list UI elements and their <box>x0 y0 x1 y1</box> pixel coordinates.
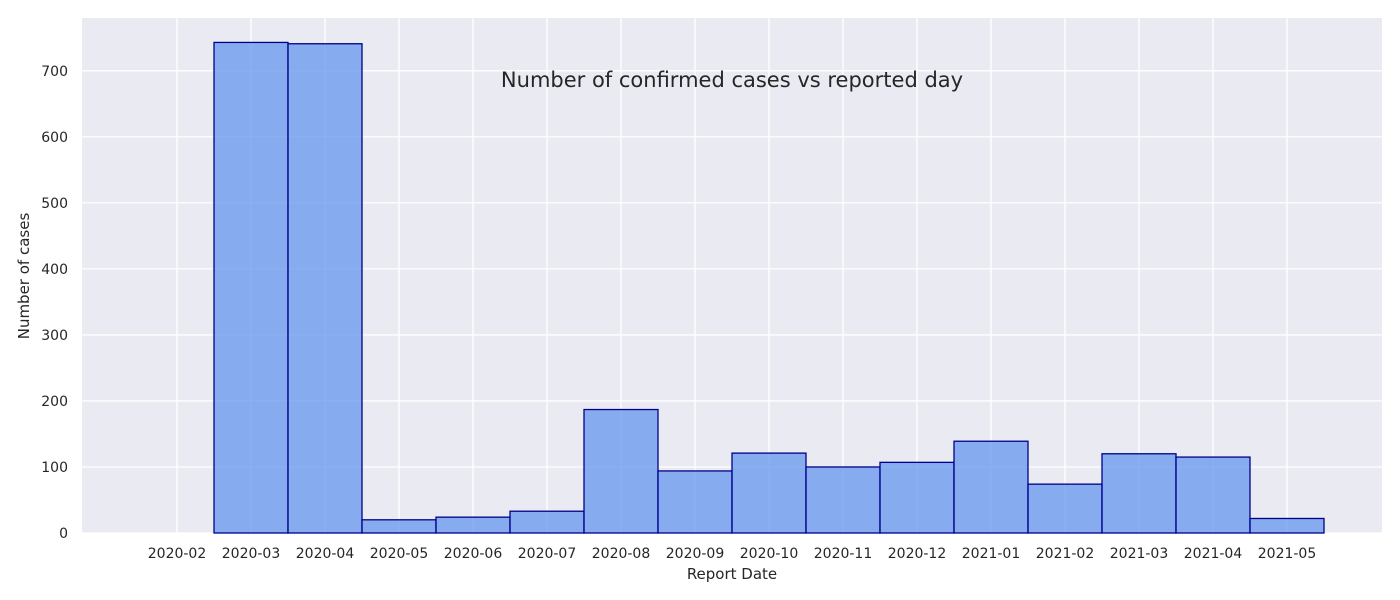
bar-2020-06 <box>435 516 511 534</box>
bars-layer <box>213 41 1325 534</box>
y-tick-label: 200 <box>41 394 68 410</box>
x-tick-label: 2021-01 <box>962 546 1021 562</box>
bar-2021-03 <box>1101 453 1177 534</box>
y-tick-label: 700 <box>41 64 68 80</box>
x-tick-label: 2021-05 <box>1258 546 1317 562</box>
bar-2021-02 <box>1027 483 1103 534</box>
bar-2020-10 <box>731 452 807 534</box>
chart-title: Number of confirmed cases vs reported da… <box>501 68 963 92</box>
x-tick-label: 2020-05 <box>370 546 429 562</box>
x-tick-label: 2020-12 <box>888 546 947 562</box>
bar-2021-04 <box>1175 456 1251 534</box>
x-tick-label: 2020-07 <box>518 546 577 562</box>
bar-2021-01 <box>953 440 1029 534</box>
x-tick-label: 2020-11 <box>814 546 873 562</box>
x-tick-labels: 2020-02 2020-03 2020-04 2020-05 2020-06 2020-… <box>148 546 1317 562</box>
y-tick-label: 100 <box>41 460 68 476</box>
x-tick-label: 2020-08 <box>592 546 651 562</box>
bar-2020-09 <box>657 470 733 534</box>
bar-2020-12 <box>879 461 955 534</box>
y-tick-label: 400 <box>41 262 68 278</box>
y-tick-label: 600 <box>41 130 68 146</box>
x-tick-label: 2020-10 <box>740 546 799 562</box>
y-tick-labels: 0 100 200 300 400 500 600 700 <box>41 64 68 542</box>
y-tick-label: 0 <box>59 526 68 542</box>
x-tick-label: 2020-02 <box>148 546 207 562</box>
y-tick-label: 500 <box>41 196 68 212</box>
x-tick-label: 2020-03 <box>222 546 281 562</box>
x-tick-label: 2021-02 <box>1036 546 1095 562</box>
bar-2020-07 <box>509 510 585 534</box>
bar-2020-08 <box>583 408 659 534</box>
y-axis-label: Number of cases <box>15 213 33 340</box>
bar-2021-05 <box>1249 517 1325 534</box>
bar-2020-04 <box>287 43 363 534</box>
x-tick-label: 2020-06 <box>444 546 503 562</box>
x-tick-label: 2021-04 <box>1184 546 1243 562</box>
y-tick-label: 300 <box>41 328 68 344</box>
x-tick-label: 2020-09 <box>666 546 725 562</box>
bar-2020-05 <box>361 519 437 534</box>
bar-2020-03 <box>213 41 289 534</box>
bar-2020-11 <box>805 466 881 534</box>
x-tick-label: 2020-04 <box>296 546 355 562</box>
x-axis-label: Report Date <box>687 565 777 583</box>
x-tick-label: 2021-03 <box>1110 546 1169 562</box>
